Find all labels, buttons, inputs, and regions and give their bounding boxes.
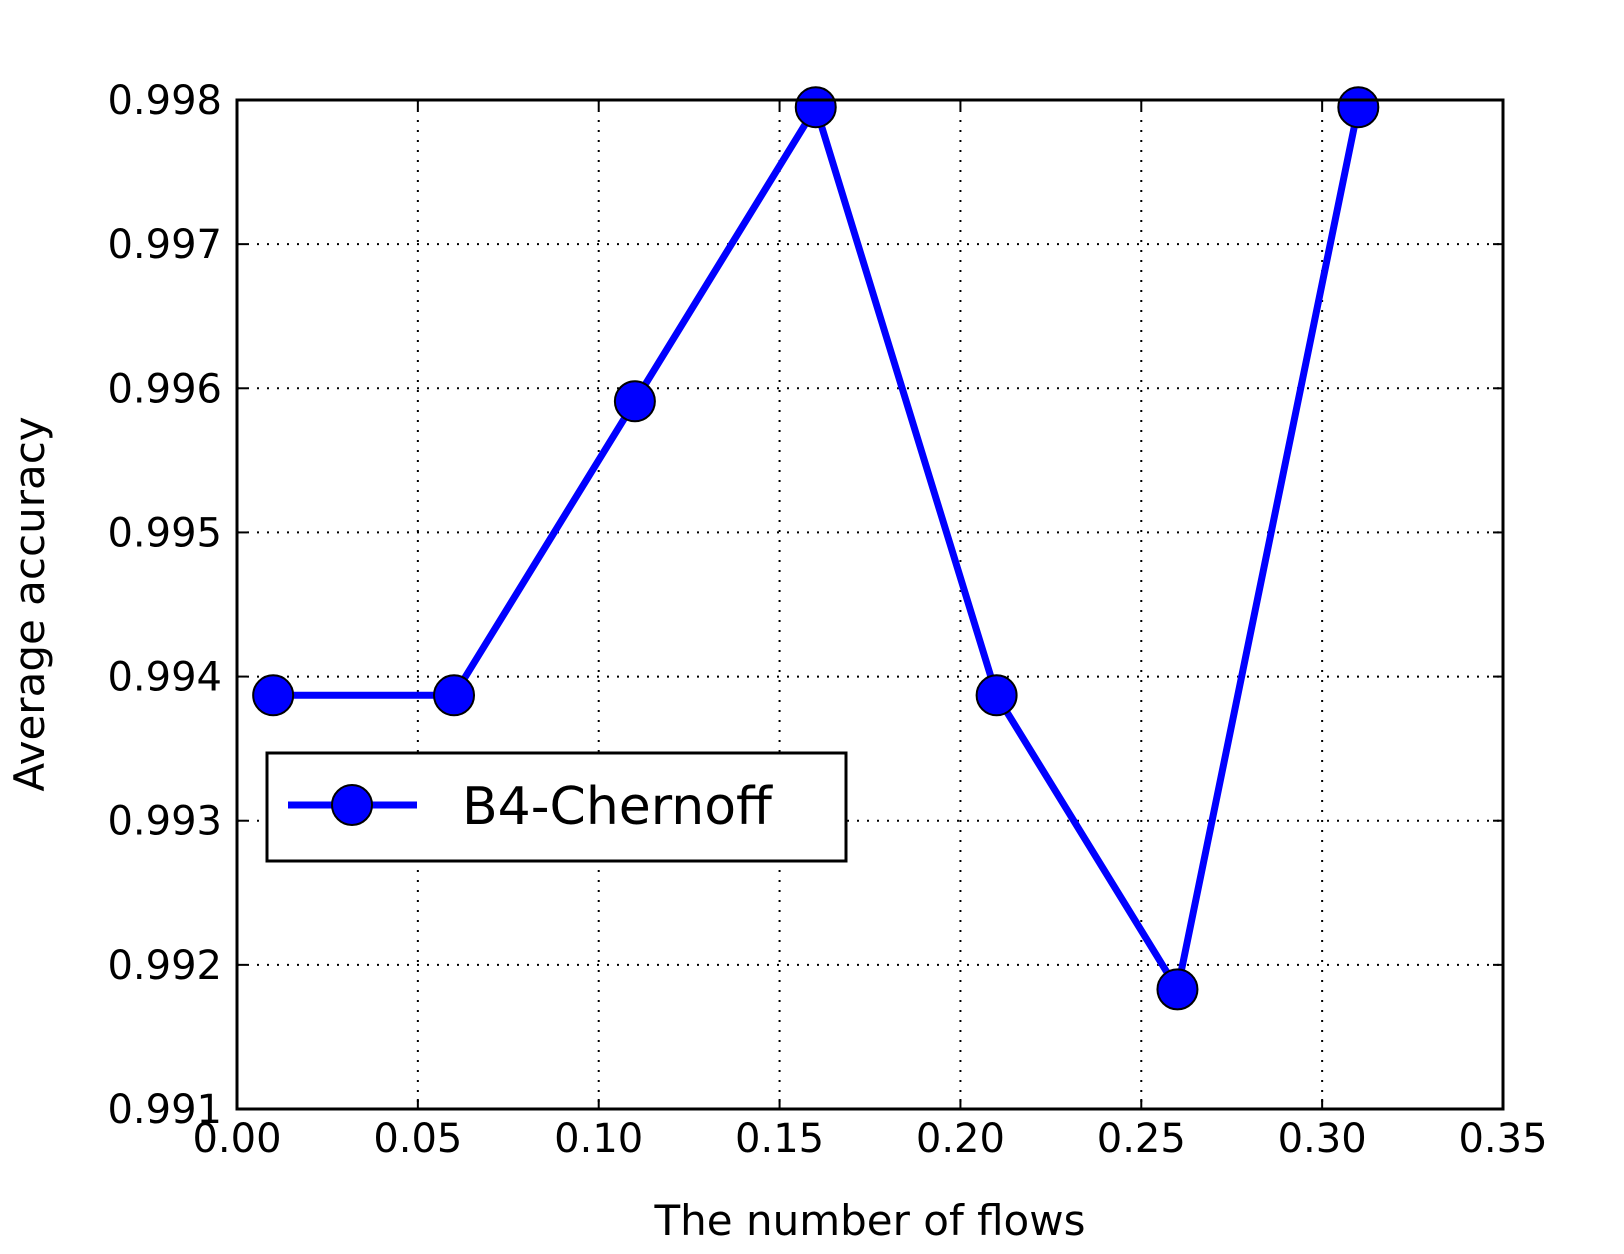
y-tick-label: 0.992: [107, 943, 222, 989]
series-layer: [252, 86, 1380, 1011]
x-tick-label: 0.10: [554, 1116, 643, 1162]
y-tick-label: 0.997: [107, 222, 222, 268]
y-tick-label: 0.998: [107, 78, 222, 124]
plot-frame: [235, 98, 1505, 1111]
legend-marker-swatch: [331, 784, 373, 826]
x-tick-label: 0.20: [916, 1116, 1005, 1162]
x-tick-label: 0.35: [1458, 1116, 1547, 1162]
data-point: [433, 674, 476, 717]
y-tick-label: 0.991: [107, 1087, 222, 1133]
x-tick-label: 0.05: [373, 1116, 462, 1162]
x-tick-label: 0.30: [1278, 1116, 1367, 1162]
y-tick-label: 0.994: [107, 655, 222, 701]
legend-box: [265, 751, 848, 863]
x-tick-label: 0.00: [192, 1116, 281, 1162]
legend: B4-Chernoff: [265, 751, 848, 863]
data-point: [252, 674, 295, 717]
data-point: [794, 86, 837, 129]
x-tick-label: 0.25: [1097, 1116, 1186, 1162]
y-tick-label: 0.993: [107, 799, 222, 845]
data-point: [613, 380, 656, 423]
data-point: [1156, 968, 1199, 1011]
y-tick-labels: 0.991 0.992 0.993 0.994 0.995 0.996 0.997 0.998: [107, 78, 222, 1133]
x-axis-title: The number of flows: [654, 1196, 1086, 1245]
x-tick-label: 0.15: [735, 1116, 824, 1162]
y-tick-label: 0.996: [107, 366, 222, 412]
data-point: [975, 674, 1018, 717]
data-point: [1337, 86, 1380, 129]
y-axis-title: Average accuracy: [5, 416, 54, 791]
y-tick-label: 0.995: [107, 510, 222, 556]
x-tick-labels: 0.00 0.05 0.10 0.15 0.20 0.25 0.30 0.35: [192, 1116, 1547, 1162]
legend-label: B4-Chernoff: [462, 777, 773, 837]
